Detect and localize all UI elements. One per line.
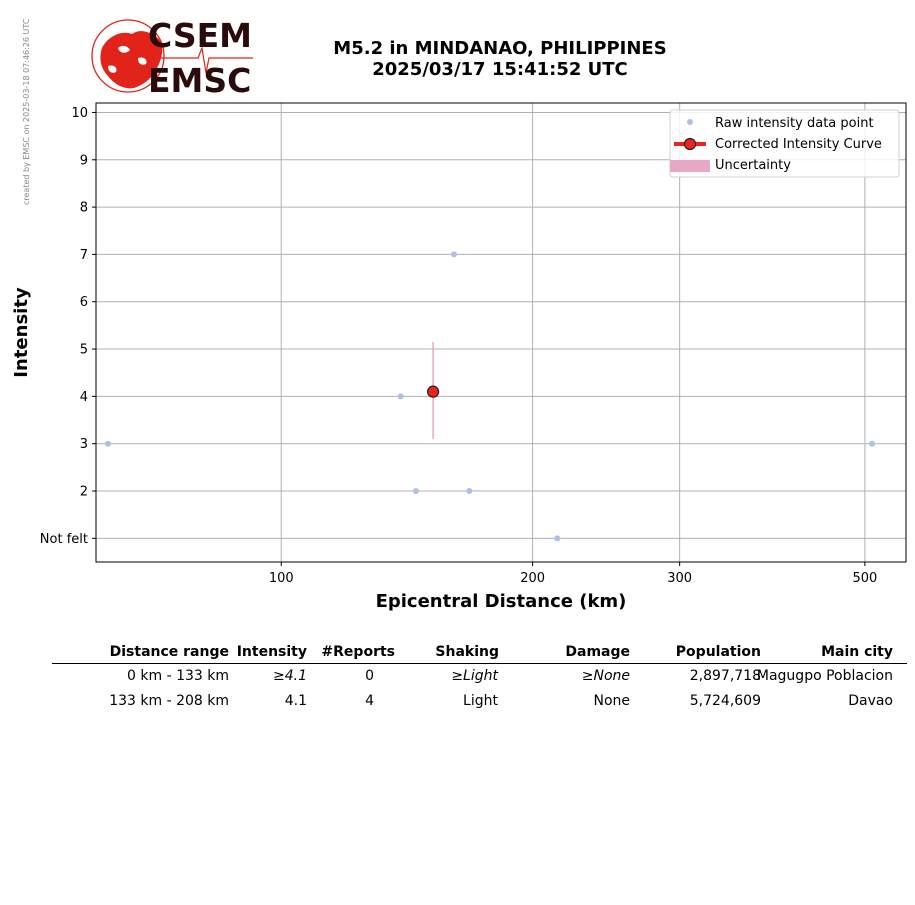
y-tick-label: 2 <box>80 485 88 500</box>
raw-data-point <box>450 251 457 258</box>
raw-data-point <box>397 393 404 400</box>
y-tick-label: 7 <box>80 248 88 263</box>
cell-intensity: 4.1 <box>284 693 307 709</box>
legend-label: Raw intensity data point <box>715 116 874 131</box>
x-tick-label: 500 <box>852 571 877 586</box>
raw-data-point <box>869 440 876 447</box>
cell-intensity: ≥4.1 <box>273 668 307 684</box>
x-tick-label: 100 <box>269 571 294 586</box>
legend-label: Corrected Intensity Curve <box>715 137 882 152</box>
y-tick-label: 10 <box>71 106 88 121</box>
y-tick-label: 4 <box>80 390 88 405</box>
cell-population: 2,897,718 <box>689 668 761 684</box>
cell-reports: 4 <box>365 693 374 709</box>
plot-frame <box>95 102 907 563</box>
csem-emsc-logo: CSEM EMSC <box>91 18 253 98</box>
x-tick-label: 200 <box>520 571 545 586</box>
x-tick-label: 300 <box>667 571 692 586</box>
header-main-city: Main city <box>821 644 893 660</box>
raw-data-point <box>412 488 419 495</box>
y-tick-label: 5 <box>80 343 88 358</box>
header-damage: Damage <box>565 644 630 660</box>
table-row: 133 km - 208 km 4.1 4 Light None 5,724,6… <box>52 689 907 714</box>
cell-main-city: Magugpo Poblacion <box>756 668 893 684</box>
y-tick-label: 9 <box>80 153 88 168</box>
legend-box <box>669 109 900 178</box>
intensity-table: Distance range Intensity #Reports Shakin… <box>52 640 907 714</box>
y-tick-label: Not felt <box>40 532 88 547</box>
raw-data-point <box>554 535 561 542</box>
header-population: Population <box>675 644 761 660</box>
cell-main-city: Davao <box>848 693 893 709</box>
table-header-row: Distance range Intensity #Reports Shakin… <box>52 640 907 664</box>
cell-shaking: Light <box>463 693 498 709</box>
header-shaking: Shaking <box>435 644 499 660</box>
intensity-chart: Not felt 2 3 4 5 6 7 8 9 10 100 200 300 500 Epicentral… <box>11 102 907 612</box>
y-tick-label: 6 <box>80 295 88 310</box>
legend-swatch-raw <box>687 119 693 125</box>
cell-damage: None <box>593 693 630 709</box>
svg-text:EMSC: EMSC <box>148 61 251 98</box>
y-axis-label: Intensity <box>11 287 32 378</box>
cell-reports: 0 <box>365 668 374 684</box>
legend-swatch-curve-marker <box>683 137 697 151</box>
header-reports: #Reports <box>321 644 395 660</box>
cell-population: 5,724,609 <box>689 693 761 709</box>
legend-swatch-uncertainty <box>670 160 710 172</box>
raw-data-point <box>466 488 473 495</box>
chart-title: M5.2 in MINDANAO, PHILIPPINES 2025/03/17… <box>260 38 740 80</box>
corrected-intensity-point <box>426 385 440 398</box>
cell-shaking: ≥Light <box>451 668 498 684</box>
title-line-2: 2025/03/17 15:41:52 UTC <box>372 59 628 80</box>
legend-label: Uncertainty <box>715 158 791 173</box>
cell-distance: 0 km - 133 km <box>127 668 229 684</box>
raw-data-point <box>104 440 111 447</box>
y-tick-label: 3 <box>80 437 88 452</box>
cell-damage: ≥None <box>581 668 630 684</box>
title-line-1: M5.2 in MINDANAO, PHILIPPINES <box>333 38 667 59</box>
table-row: 0 km - 133 km ≥4.1 0 ≥Light ≥None 2,897,… <box>52 664 907 689</box>
y-tick-label: 8 <box>80 201 88 216</box>
header-distance-range: Distance range <box>109 644 229 660</box>
svg-text:CSEM: CSEM <box>148 18 252 55</box>
cell-distance: 133 km - 208 km <box>109 693 229 709</box>
x-axis-label: Epicentral Distance (km) <box>376 591 627 612</box>
header-intensity: Intensity <box>236 644 307 660</box>
